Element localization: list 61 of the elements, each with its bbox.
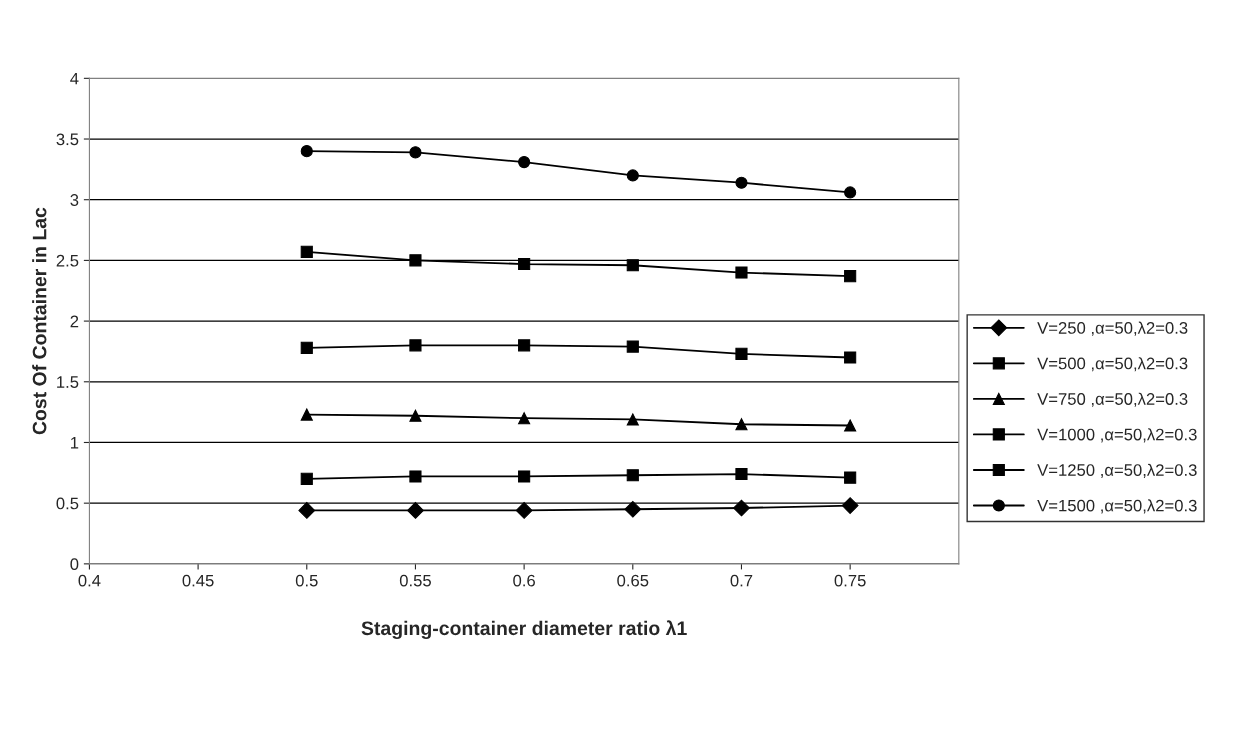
x-axis-title: Staging-container diameter ratio λ1 — [361, 620, 687, 640]
y-tick-label: 3.5 — [56, 133, 79, 146]
point — [515, 502, 533, 519]
x-tick-label: 0.75 — [834, 574, 866, 587]
point — [518, 339, 531, 352]
point — [735, 418, 748, 431]
point — [300, 245, 313, 258]
legend-label: V=1500 ,α=50,λ2=0.3 — [1037, 499, 1197, 514]
x-tick-label: 0.7 — [730, 574, 753, 587]
point — [298, 502, 316, 519]
x-tick-label: 0.6 — [513, 574, 535, 587]
point — [518, 257, 531, 271]
y-tick-label: 1 — [71, 437, 79, 449]
point — [626, 413, 639, 426]
point — [735, 347, 748, 360]
point — [735, 176, 748, 189]
point — [626, 259, 639, 272]
legend-label: V=1000 ,α=50,λ2=0.3 — [1037, 428, 1197, 443]
point — [844, 471, 857, 484]
legend-label: V=250 ,α=50,λ2=0.3 — [1037, 321, 1188, 336]
point — [626, 340, 639, 353]
point — [518, 156, 531, 169]
y-tick-label: 3 — [70, 194, 79, 206]
point — [518, 470, 531, 483]
point — [409, 470, 422, 483]
y-axis-title: Cost Of Container in Lac — [32, 207, 47, 435]
point — [844, 351, 857, 364]
y-tick-label: 2.5 — [56, 254, 79, 267]
point — [409, 254, 422, 267]
point — [409, 339, 422, 352]
x-tick-label: 0.65 — [617, 574, 649, 587]
y-tick-label: 0.5 — [56, 497, 79, 510]
point — [844, 186, 857, 199]
point — [844, 419, 857, 432]
y-tick-label: 4 — [70, 72, 79, 85]
legend-label: V=500 ,α=50,λ2=0.3 — [1037, 357, 1188, 372]
x-tick-label: 0.4 — [78, 574, 101, 587]
point — [300, 472, 313, 485]
legend-label: V=1250 ,α=50,λ2=0.3 — [1037, 463, 1197, 478]
x-tick-label: 0.5 — [295, 574, 318, 587]
point — [409, 409, 422, 422]
point — [300, 408, 313, 421]
point — [733, 499, 750, 517]
point — [300, 341, 313, 354]
point — [518, 412, 531, 425]
y-tick-label: 2 — [70, 315, 79, 328]
x-tick-label: 0.55 — [399, 574, 431, 587]
point — [624, 500, 642, 518]
point — [735, 467, 748, 481]
point — [626, 169, 639, 182]
point — [626, 469, 639, 482]
point — [409, 146, 422, 159]
point — [844, 270, 857, 283]
legend-label: V=750 ,α=50,λ2=0.3 — [1037, 392, 1188, 407]
x-tick-label: 0.45 — [182, 574, 214, 587]
y-tick-label: 1.5 — [57, 376, 79, 388]
y-tick-label: 0 — [70, 558, 79, 571]
point — [841, 497, 859, 514]
point — [735, 266, 748, 279]
point — [300, 145, 313, 158]
point — [407, 502, 424, 519]
